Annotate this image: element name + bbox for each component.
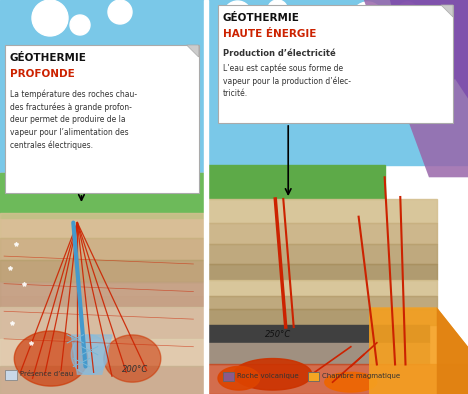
Text: GÉOTHERMIE: GÉOTHERMIE xyxy=(223,13,300,23)
Text: L’eau est captée sous forme de
vapeur pour la production d’élec-
tricité.: L’eau est captée sous forme de vapeur po… xyxy=(223,63,351,98)
Bar xyxy=(208,343,429,364)
Bar xyxy=(208,165,385,199)
Bar xyxy=(223,372,234,381)
Polygon shape xyxy=(104,335,161,382)
Text: 250°C: 250°C xyxy=(265,330,291,339)
Bar xyxy=(208,0,468,165)
Text: Chambre magmatique: Chambre magmatique xyxy=(322,373,400,379)
Circle shape xyxy=(32,0,68,36)
Bar xyxy=(0,282,204,307)
Polygon shape xyxy=(187,45,198,57)
Polygon shape xyxy=(71,335,108,374)
Polygon shape xyxy=(14,331,88,386)
Bar xyxy=(0,260,204,282)
Bar xyxy=(0,173,204,218)
Bar xyxy=(5,45,198,193)
Bar xyxy=(0,0,204,173)
Polygon shape xyxy=(390,0,468,118)
Circle shape xyxy=(70,15,90,35)
Bar xyxy=(0,238,204,260)
Bar xyxy=(208,264,437,280)
Circle shape xyxy=(224,1,252,29)
Circle shape xyxy=(351,2,384,34)
Bar xyxy=(0,173,204,394)
Text: Production d’électricité: Production d’électricité xyxy=(223,49,336,58)
Polygon shape xyxy=(364,0,468,177)
Text: GÉOTHERMIE: GÉOTHERMIE xyxy=(10,53,87,63)
Bar xyxy=(0,307,204,339)
Circle shape xyxy=(268,0,287,20)
Circle shape xyxy=(398,2,417,22)
Bar xyxy=(208,325,429,343)
Bar xyxy=(208,223,437,244)
Polygon shape xyxy=(441,5,453,17)
Polygon shape xyxy=(369,307,468,394)
Bar xyxy=(208,309,437,325)
Text: PROFONDE: PROFONDE xyxy=(10,69,75,79)
Bar xyxy=(0,339,204,366)
Bar xyxy=(218,5,453,123)
Bar xyxy=(0,296,204,394)
Bar xyxy=(5,370,17,380)
Circle shape xyxy=(108,0,132,24)
Bar xyxy=(204,0,208,394)
Text: Présence d’eau: Présence d’eau xyxy=(20,371,73,377)
Polygon shape xyxy=(71,335,112,374)
Bar xyxy=(0,366,204,394)
Text: Roche volcanique: Roche volcanique xyxy=(237,373,298,379)
Bar xyxy=(208,244,437,264)
Bar xyxy=(208,364,468,394)
Bar xyxy=(0,213,204,238)
Bar xyxy=(208,199,437,223)
Polygon shape xyxy=(234,359,312,390)
Bar xyxy=(208,280,437,296)
Text: La température des roches chau-
des fracturées à grande profon-
deur permet de p: La température des roches chau- des frac… xyxy=(10,89,137,150)
Polygon shape xyxy=(325,372,377,392)
Polygon shape xyxy=(437,307,468,394)
Bar xyxy=(307,372,319,381)
Polygon shape xyxy=(218,366,260,390)
Text: HAUTE ÉNERGIE: HAUTE ÉNERGIE xyxy=(223,29,316,39)
Text: 200°C: 200°C xyxy=(122,365,148,374)
Bar xyxy=(208,296,437,309)
